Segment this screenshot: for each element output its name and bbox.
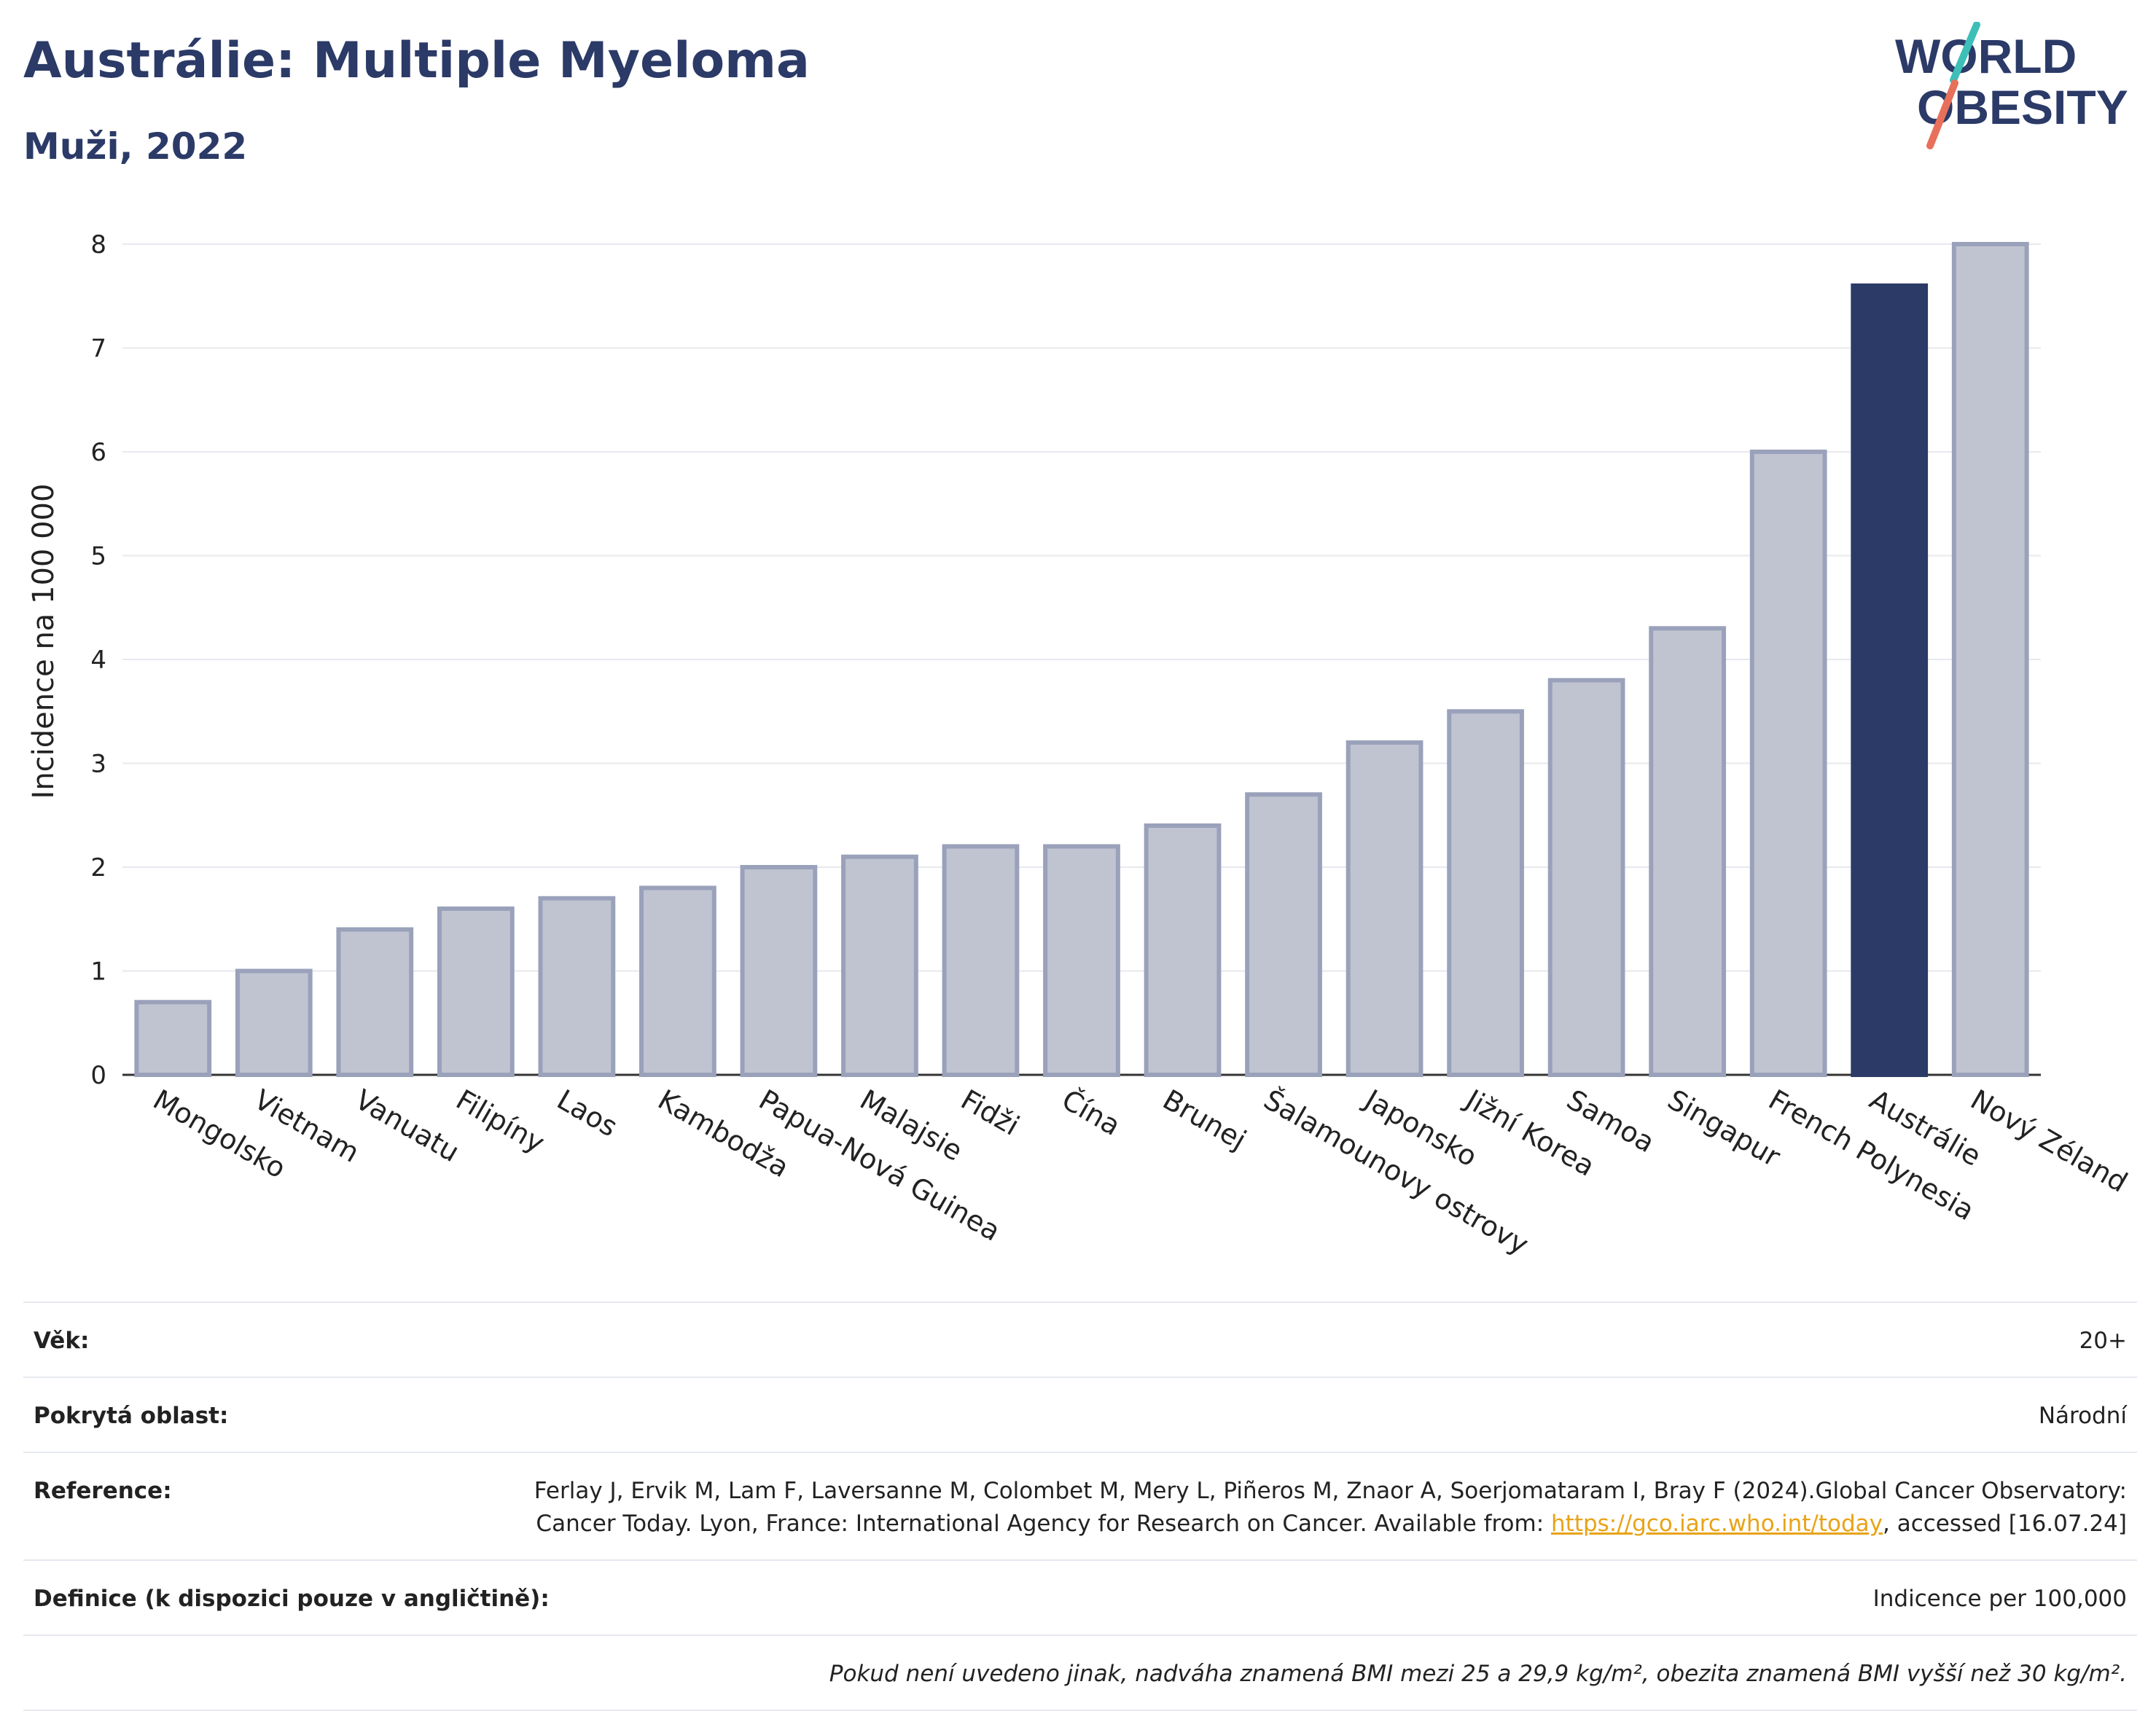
x-tick-label: Fidži	[956, 1084, 1025, 1142]
bar-16	[1749, 450, 1827, 1077]
bmi-note: Pokud není uvedeno jinak, nadváha znamen…	[829, 1661, 2127, 1687]
logo-line-world: WORLD	[1895, 29, 2077, 83]
meta-row-definition: Definice (k dispozici pouze v angličtině…	[23, 1559, 2137, 1634]
reference-link[interactable]: https://gco.iarc.who.int/today	[1551, 1511, 1883, 1537]
meta-row-coverage: Pokrytá oblast: Národní	[23, 1377, 2137, 1452]
age-value: 20+	[2079, 1328, 2127, 1354]
bar-10	[1144, 823, 1222, 1077]
y-tick-label: 1	[90, 958, 106, 987]
y-tick-label: 0	[90, 1061, 106, 1090]
x-tick-label: Nový Zéland	[1965, 1084, 2133, 1199]
reference-text: Ferlay J, Ervik M, Lam F, Laversanne M, …	[534, 1478, 2127, 1537]
page-subtitle: Muži, 2022	[23, 125, 248, 168]
x-tick-label: Vanuatu	[350, 1084, 465, 1168]
bar-4	[538, 896, 616, 1077]
x-tick-label: Singapur	[1663, 1084, 1786, 1173]
meta-row-note: Pokud není uvedeno jinak, nadváha znamen…	[23, 1634, 2137, 1711]
reference-label: Reference:	[34, 1478, 172, 1504]
y-tick-label: 6	[90, 438, 106, 467]
x-tick-label: Filipíny	[450, 1084, 550, 1159]
bar-8	[942, 844, 1020, 1077]
bar-11	[1245, 792, 1322, 1077]
age-label: Věk:	[34, 1328, 90, 1354]
coverage-value: Národní	[2038, 1403, 2127, 1429]
x-tick-label: Brunej	[1157, 1084, 1251, 1156]
definition-label: Definice (k dispozici pouze v angličtině…	[34, 1586, 550, 1612]
bar-17	[1851, 283, 1929, 1077]
y-tick-label: 2	[90, 853, 106, 882]
bar-14	[1547, 678, 1625, 1077]
bars	[134, 242, 2029, 1077]
bar-1	[235, 968, 313, 1077]
meta-row-age: Věk: 20+	[23, 1301, 2137, 1377]
bar-3	[437, 907, 515, 1077]
world-obesity-logo: WORLD OBESITY	[1895, 22, 2128, 149]
bar-0	[134, 1000, 212, 1077]
coverage-label: Pokrytá oblast:	[34, 1403, 229, 1429]
y-tick-label: 5	[90, 542, 106, 571]
logo-slash-top	[1950, 22, 1980, 84]
y-tick-label: 3	[90, 750, 106, 779]
y-axis-ticks: 0 1 2 3 4 5 6 7 8	[90, 230, 106, 1090]
meta-row-reference: Reference: Ferlay J, Ervik M, Lam F, Lav…	[23, 1452, 2137, 1559]
y-tick-label: 4	[90, 646, 106, 675]
bar-12	[1345, 740, 1423, 1077]
bar-6	[740, 865, 818, 1077]
bar-18	[1951, 242, 2029, 1077]
page-title: Austrálie: Multiple Myeloma	[23, 32, 810, 90]
x-tick-label: Laos	[552, 1084, 623, 1143]
x-tick-label: Čína	[1057, 1084, 1126, 1142]
y-tick-label: 8	[90, 230, 106, 259]
bar-7	[841, 854, 918, 1077]
bar-2	[336, 927, 414, 1077]
reference-suffix: , accessed [16.07.24]	[1882, 1511, 2127, 1537]
logo-slash-bottom	[1926, 79, 1958, 149]
bar-5	[639, 885, 716, 1077]
y-tick-label: 7	[90, 334, 106, 364]
bar-9	[1043, 844, 1120, 1077]
metadata-table: Věk: 20+ Pokrytá oblast: Národní Referen…	[23, 1301, 2137, 1711]
bar-chart: 0 1 2 3 4 5 6 7 8 MongolskoVietnamVanuatuFilipín…	[90, 230, 2133, 1261]
bar-13	[1447, 709, 1524, 1077]
definition-value: Indicence per 100,000	[1872, 1586, 2127, 1612]
bar-15	[1649, 626, 1727, 1077]
reference-value: Ferlay J, Ervik M, Lam F, Laversanne M, …	[487, 1475, 2127, 1540]
